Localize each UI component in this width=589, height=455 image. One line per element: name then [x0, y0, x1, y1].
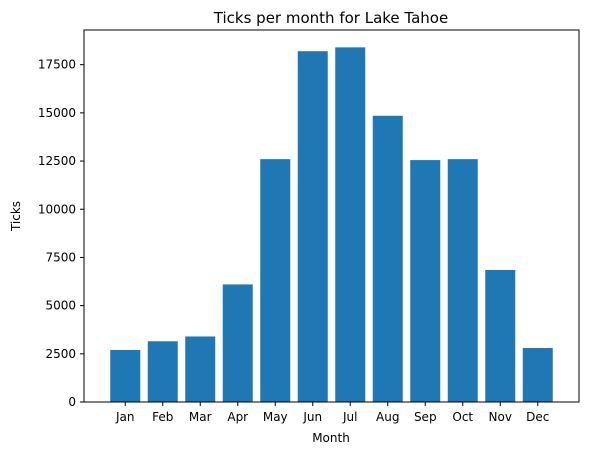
bar-feb [147, 341, 178, 402]
bar-nov [485, 269, 516, 402]
y-axis-ticks: 0 2500 5000 7500 10000 12500 15000 17500 [38, 58, 84, 409]
x-tick-label: May [263, 410, 288, 424]
y-tick-label: 17500 [38, 58, 76, 72]
x-axis-ticks: Jan Feb Mar Apr May Jun Jul Aug Sep Oct Nov Dec [115, 402, 549, 424]
y-tick-label: 5000 [45, 299, 76, 313]
bar-jan [110, 349, 141, 402]
bar-mar [185, 336, 216, 402]
y-tick-label: 15000 [38, 106, 76, 120]
x-tick-label: Nov [489, 410, 512, 424]
x-tick-label: Oct [452, 410, 473, 424]
bar-sep [410, 160, 441, 402]
x-tick-label: Dec [526, 410, 549, 424]
x-tick-label: Apr [227, 410, 248, 424]
bar-apr [222, 284, 253, 402]
y-tick-label: 0 [68, 395, 76, 409]
y-tick-label: 10000 [38, 202, 76, 216]
bar-dec [522, 348, 553, 402]
x-tick-label: Mar [189, 410, 212, 424]
x-tick-label: Jul [342, 410, 357, 424]
x-tick-label: Sep [414, 410, 437, 424]
bar-aug [372, 115, 403, 403]
plot-frame [83, 29, 580, 403]
bars-group [110, 47, 553, 403]
chart-title: Ticks per month for Lake Tahoe [213, 9, 448, 27]
y-tick-label: 7500 [45, 250, 76, 264]
x-axis-label: Month [312, 431, 350, 445]
bar-oct [447, 159, 478, 402]
x-tick-label: Jan [115, 410, 135, 424]
x-tick-label: Feb [152, 410, 173, 424]
y-tick-label: 2500 [45, 347, 76, 361]
x-tick-label: Aug [376, 410, 399, 424]
x-tick-label: Jun [302, 410, 322, 424]
y-axis-label: Ticks [9, 201, 23, 232]
bar-jun [297, 51, 328, 402]
bar-may [260, 159, 291, 402]
y-tick-label: 12500 [38, 154, 76, 168]
bar-jul [335, 47, 366, 402]
